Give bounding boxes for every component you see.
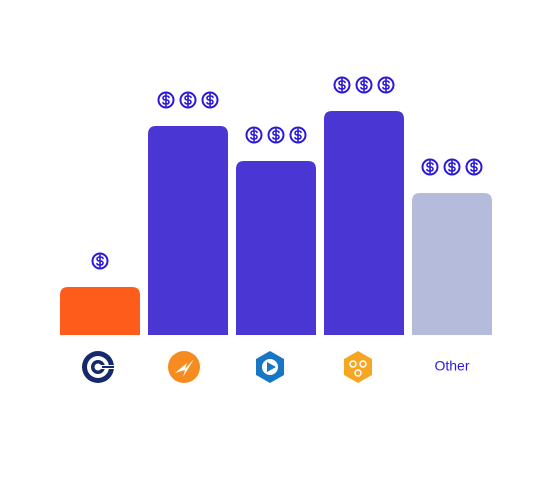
cost-icon — [157, 91, 175, 109]
cost-icon-ring — [91, 252, 109, 270]
cost-icon-ring — [377, 76, 395, 94]
cost-icon — [443, 158, 461, 176]
cost-icon — [91, 252, 109, 270]
cost-icon — [333, 76, 351, 94]
cost-icon — [245, 126, 263, 144]
cost-icon-ring — [289, 126, 307, 144]
cost-icon-ring — [267, 126, 285, 144]
logo-2 — [168, 351, 200, 383]
cost-icon-ring — [201, 91, 219, 109]
cost-icon-ring — [421, 158, 439, 176]
cost-icon-sign — [338, 78, 346, 92]
cost-icon-sign — [162, 93, 170, 107]
cost-icon-sign — [272, 128, 280, 142]
cost-icon-sign — [250, 128, 258, 142]
cost-icon — [201, 91, 219, 109]
bar — [148, 126, 228, 335]
cost-icon-ring — [355, 76, 373, 94]
cost-icon-ring — [245, 126, 263, 144]
cost-icon-ring — [333, 76, 351, 94]
cost-icon-ring — [157, 91, 175, 109]
cost-icon-sign — [206, 93, 214, 107]
cost-icon-ring — [465, 158, 483, 176]
cost-icon-sign — [448, 160, 456, 174]
cost-icon-sign — [426, 160, 434, 174]
cost-icon — [465, 158, 483, 176]
bar — [324, 111, 404, 335]
logo-4 — [344, 351, 372, 383]
cost-icon — [179, 91, 197, 109]
bar — [236, 161, 316, 335]
cost-icon-sign — [184, 93, 192, 107]
cost-icon-sign — [360, 78, 368, 92]
cost-icon-sign — [470, 160, 478, 174]
logo-3 — [256, 351, 284, 383]
cost-icon — [421, 158, 439, 176]
x-tick-label: Other — [434, 358, 469, 374]
cost-icon — [355, 76, 373, 94]
cost-icon-ring — [179, 91, 197, 109]
bar — [60, 287, 140, 335]
cost-icon-sign — [294, 128, 302, 142]
logo-1 — [82, 351, 116, 383]
bar — [412, 193, 492, 335]
cost-icon — [267, 126, 285, 144]
cost-icon-sign — [96, 254, 104, 268]
cost-icon — [289, 126, 307, 144]
cost-icon-sign — [382, 78, 390, 92]
cost-icon — [377, 76, 395, 94]
cost-icon-ring — [443, 158, 461, 176]
